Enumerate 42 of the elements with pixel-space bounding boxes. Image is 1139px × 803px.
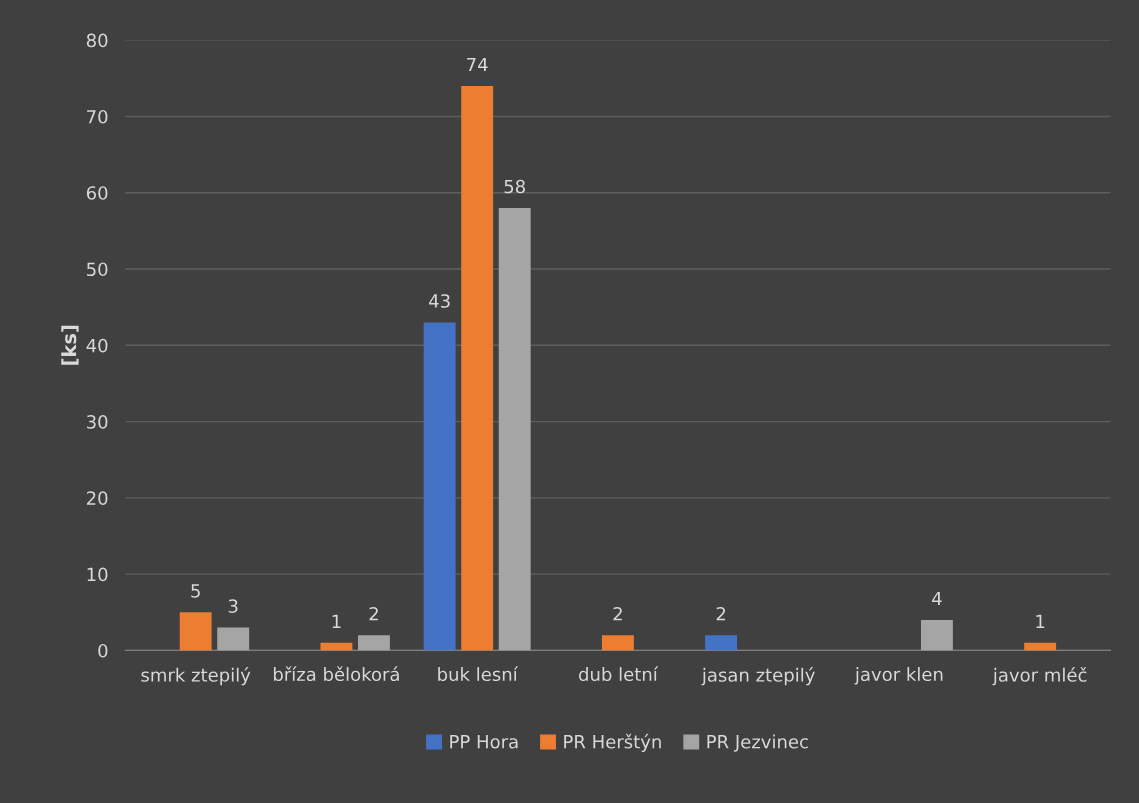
bar: [920, 619, 953, 651]
bar: [1024, 642, 1057, 651]
data-label: 5: [191, 584, 200, 598]
y-tick-label: 30: [87, 415, 108, 429]
y-tick-label: 0: [98, 643, 108, 658]
bar: [217, 627, 250, 651]
x-tick-label: javor klen: [854, 667, 943, 685]
x-tick-label: jasan ztepilý: [701, 667, 815, 686]
y-tick-label: 10: [87, 567, 108, 582]
data-label: 43: [429, 294, 450, 308]
data-label: 4: [932, 591, 942, 606]
y-tick-label: 80: [86, 33, 108, 48]
bar: [423, 322, 456, 651]
y-axis-title: [ks]: [61, 325, 79, 365]
data-label: 2: [613, 606, 622, 621]
bar: [179, 612, 212, 651]
data-label: 2: [369, 606, 378, 621]
y-tick-label: 70: [87, 109, 108, 124]
legend-label: PR Jezvinec: [707, 734, 808, 752]
data-label: 74: [467, 57, 488, 72]
x-tick-label: smrk ztepilý: [141, 667, 251, 686]
x-tick-label: javor mléč: [992, 667, 1087, 686]
bar: [601, 635, 634, 651]
legend-label: PP Hora: [450, 735, 518, 749]
data-label: 1: [1036, 614, 1045, 628]
bar: [357, 635, 390, 651]
data-label: 58: [504, 179, 525, 194]
y-tick-label: 40: [86, 338, 108, 353]
x-tick-label: dub letní: [579, 666, 659, 682]
data-label: 1: [332, 614, 341, 628]
y-tick-label: 50: [87, 262, 108, 277]
data-label: 3: [228, 599, 238, 613]
data-label: 2: [716, 606, 726, 621]
y-tick-label: 20: [86, 491, 108, 505]
y-tick-label: 60: [86, 186, 108, 200]
bar: [320, 642, 353, 651]
bar: [498, 207, 531, 651]
legend-label: PR Herštýn: [564, 733, 661, 753]
bar: [461, 85, 494, 651]
x-tick-label: buk lesní: [438, 666, 519, 682]
bar: [705, 635, 738, 651]
x-tick-label: bříza bělokorá: [273, 666, 399, 682]
